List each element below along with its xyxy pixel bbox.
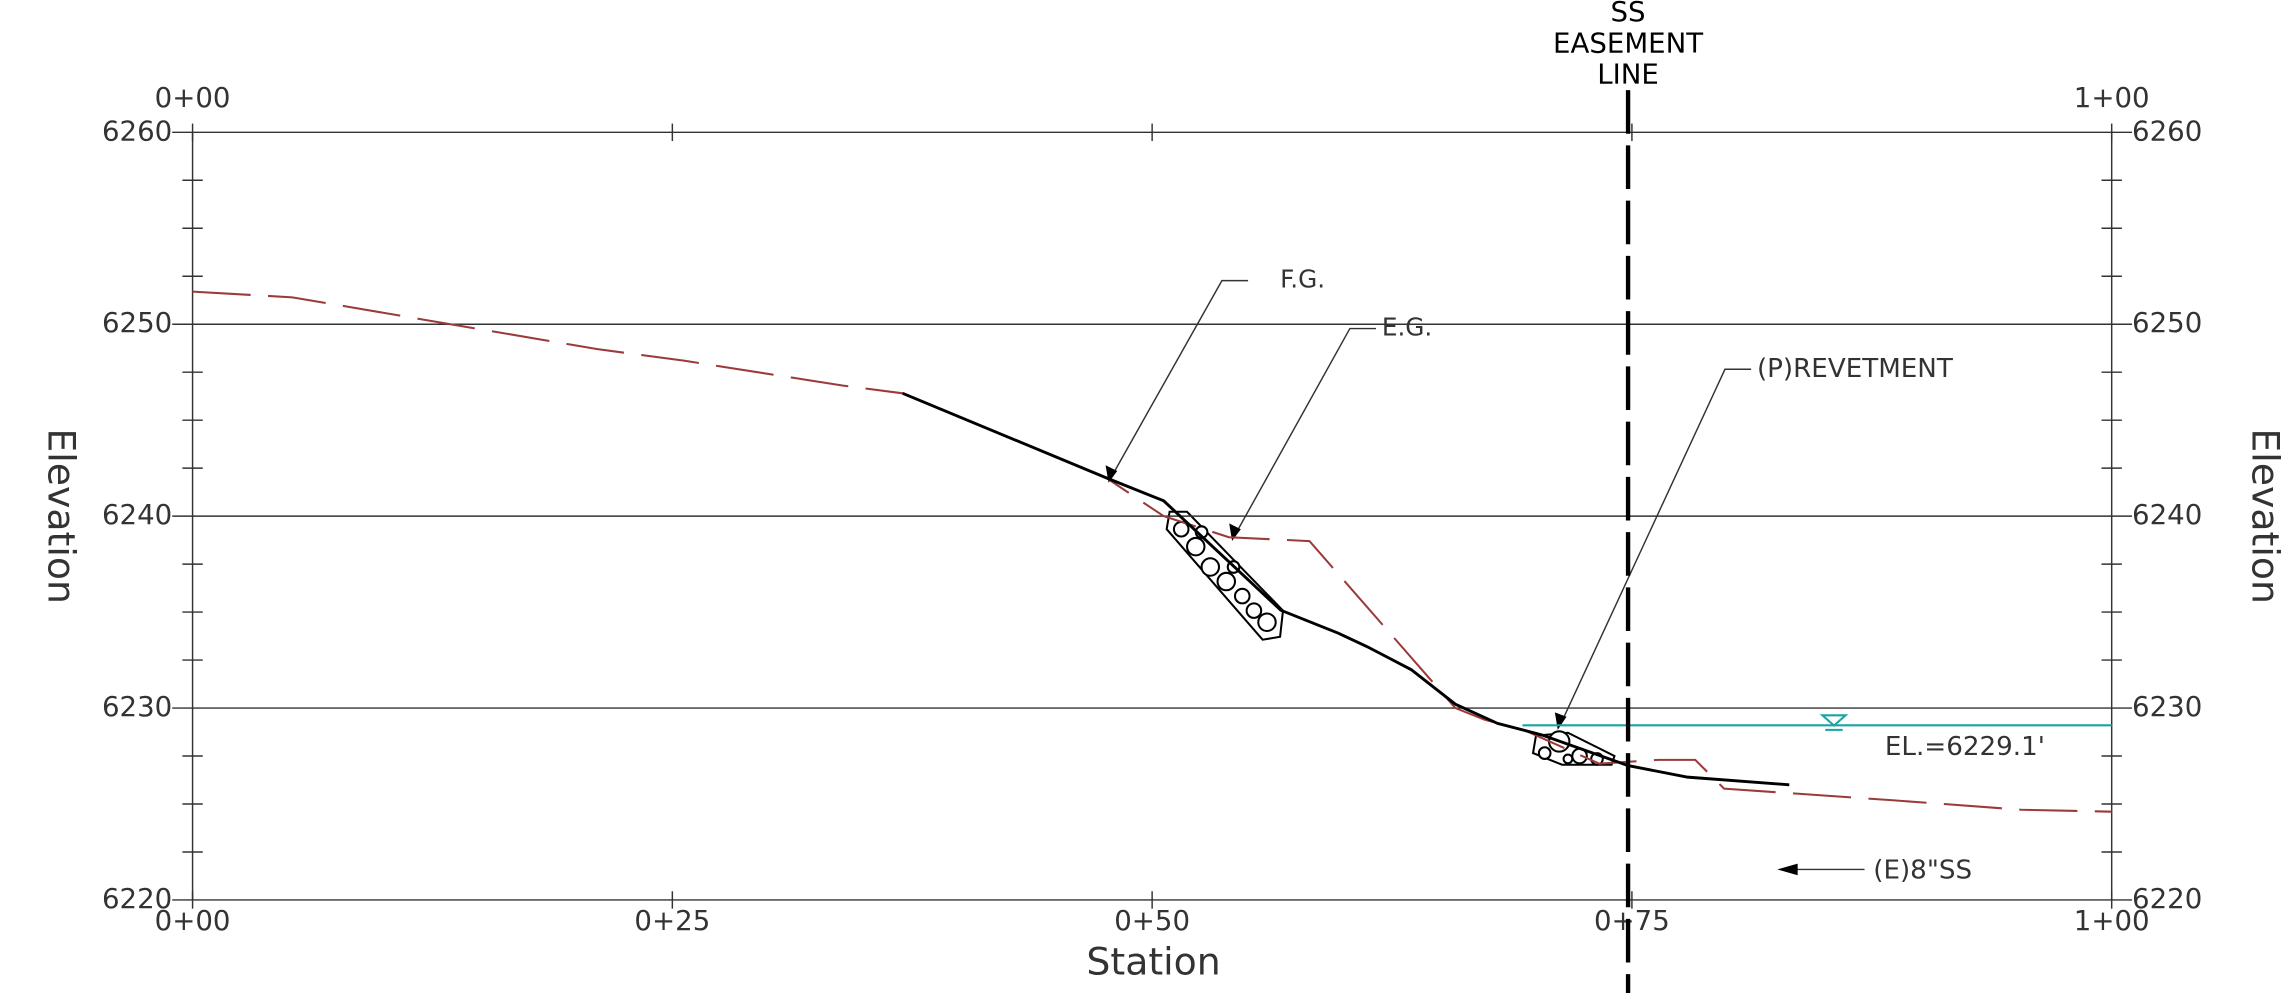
x-tick-label: 1+00 [2074,904,2150,937]
series-line [192,290,2112,813]
y-tick-label: 6250 [102,306,172,339]
easement-label: LINE [1597,58,1659,91]
x-axis-title: Station [1086,939,1220,983]
y-tick-label: 6250 [2132,306,2202,339]
x-tick-label-top: 1+00 [2074,81,2150,114]
y-tick-label: 6230 [102,690,172,723]
easement-label: EASEMENT [1553,26,1703,59]
revetment-label: (P)REVETMENT [1757,354,1954,384]
revetment-upper [1165,510,1285,641]
y-tick-label: 6230 [2132,690,2202,723]
easement-label: SS [1611,0,1646,28]
sewer-label: (E)8"SS [1873,855,1972,885]
y-tick-label: 6260 [102,114,172,147]
x-tick-label: 0+00 [155,904,231,937]
water-symbol [1819,714,1849,731]
eg-label: E.G. [1382,313,1432,342]
fg-label: F.G. [1280,265,1325,294]
leaders [1110,279,1865,871]
y-axis-title-left: Elevation [39,428,83,604]
x-tick-label: 0+75 [1594,904,1670,937]
y-tick-label: 6220 [102,882,172,915]
arrowhead [1777,863,1798,876]
y-tick-label: 6240 [102,498,172,531]
y-tick-label: 6260 [2132,114,2202,147]
fg-leader [1110,279,1249,478]
x-tick-label: 0+50 [1114,904,1190,937]
water-elevation-label: EL.=6229.1' [1885,732,2045,762]
arrowheads [1105,465,1798,876]
y-axis-title-right: Elevation [2243,428,2281,604]
y-tick-label: 6220 [2132,882,2202,915]
eg-leader [1234,327,1377,536]
x-tick-label-top: 0+00 [155,81,231,114]
x-tick-label: 0+25 [634,904,710,937]
y-tick-label: 6240 [2132,498,2202,531]
revetment-leader [1560,368,1752,725]
